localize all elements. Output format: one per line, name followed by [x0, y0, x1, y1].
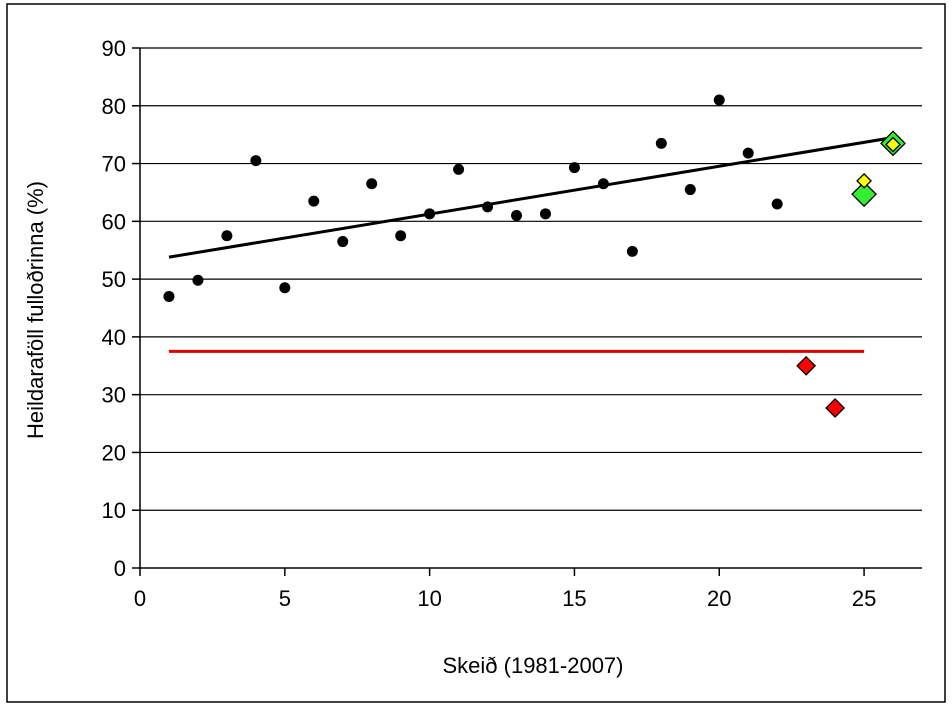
data-point	[453, 163, 465, 175]
y-tick-label: 0	[114, 556, 126, 581]
x-axis-title: Skeið (1981-2007)	[442, 653, 623, 678]
x-tick-label: 15	[562, 586, 586, 611]
data-point-diamond-large	[851, 181, 877, 208]
data-point	[568, 162, 580, 174]
data-point	[713, 94, 725, 106]
data-point	[279, 282, 291, 294]
data-points	[163, 94, 906, 418]
x-tick-label: 0	[134, 586, 146, 611]
trend-line	[168, 136, 894, 259]
chart-frame	[6, 3, 946, 703]
data-point	[742, 147, 754, 159]
axes	[132, 47, 922, 576]
y-tick-label: 90	[102, 36, 126, 61]
data-point	[395, 230, 407, 242]
x-tick-label: 25	[852, 586, 876, 611]
data-point	[366, 178, 378, 190]
plot-lines	[168, 136, 894, 353]
y-tick-label: 50	[102, 267, 126, 292]
tick-labels: 0 10 20 30 40 50 60 70 80 90 0 5 10 15 20 25	[102, 36, 877, 611]
data-point	[597, 178, 609, 190]
data-point	[337, 236, 349, 248]
data-point	[771, 198, 783, 210]
y-tick-label: 40	[102, 325, 126, 350]
data-point	[424, 208, 436, 220]
data-point	[250, 155, 262, 167]
y-tick-label: 30	[102, 383, 126, 408]
data-point	[511, 210, 523, 222]
data-point	[163, 290, 175, 302]
data-point	[221, 230, 233, 242]
data-point	[192, 274, 204, 286]
data-point	[539, 208, 551, 220]
data-point	[308, 195, 320, 207]
y-axis-title: Heildaraföll fulloðrinna (%)	[23, 181, 48, 439]
data-point	[684, 184, 696, 196]
data-point	[655, 137, 667, 149]
data-point-diamond	[796, 355, 817, 376]
gridlines	[140, 47, 922, 511]
x-tick-label: 5	[279, 586, 291, 611]
y-tick-label: 80	[102, 94, 126, 119]
y-tick-label: 10	[102, 498, 126, 523]
data-point-diamond-small	[885, 136, 901, 153]
data-point	[626, 245, 638, 257]
data-point	[482, 201, 494, 213]
x-tick-label: 10	[417, 586, 441, 611]
y-tick-label: 60	[102, 209, 126, 234]
data-point-diamond	[825, 398, 846, 418]
y-tick-label: 20	[102, 440, 126, 465]
x-tick-label: 20	[707, 586, 731, 611]
data-point-diamond-small	[856, 172, 872, 189]
y-tick-label: 70	[102, 152, 126, 177]
